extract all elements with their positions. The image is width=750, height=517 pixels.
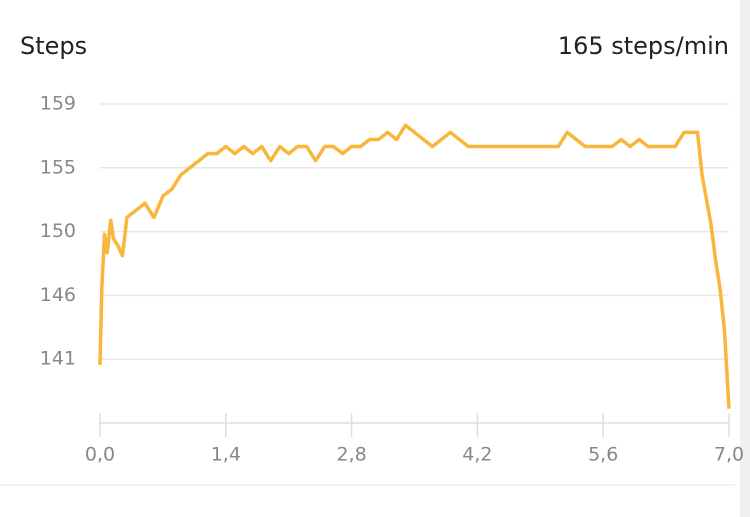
- y-tick-label: 146: [40, 284, 76, 306]
- y-tick-label: 155: [40, 156, 76, 178]
- scrollbar: [740, 0, 750, 517]
- x-tick-label: 0,0: [85, 444, 115, 466]
- x-tick-label: 5,6: [588, 444, 618, 466]
- y-tick-label: 150: [40, 220, 76, 242]
- y-tick-label: 141: [40, 348, 76, 370]
- chart-title: Steps: [20, 32, 87, 60]
- line: [98, 123, 731, 409]
- chart-subtitle: 165 steps/min: [558, 32, 729, 60]
- x-tick-label: 1,4: [211, 444, 241, 466]
- x-tick-label: 2,8: [336, 444, 366, 466]
- x-tick-label: 7,0: [714, 444, 744, 466]
- y-tick-label: 159: [40, 93, 76, 115]
- x-tick-label: 4,2: [462, 444, 492, 466]
